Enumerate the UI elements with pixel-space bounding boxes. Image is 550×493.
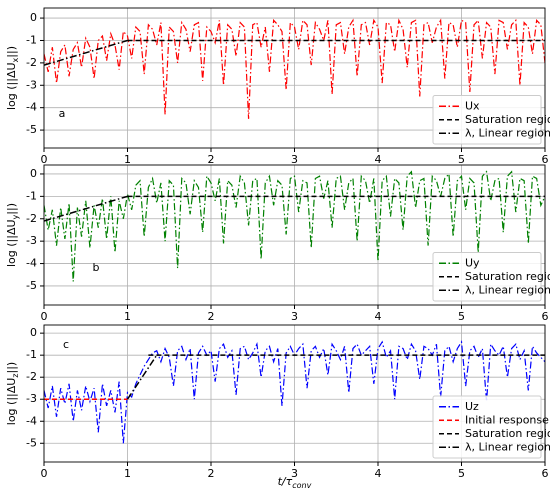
y-axis-label-subscript: y	[11, 214, 20, 219]
legend-label: λ, Linear region	[465, 440, 550, 453]
legend-box	[432, 95, 542, 145]
x-tick-label: 0	[41, 310, 48, 323]
y-axis-label-part: log (||ΔU	[5, 378, 18, 426]
series-line	[44, 170, 545, 282]
y-tick-label: 0	[30, 11, 37, 24]
x-tick-label: 2	[208, 467, 215, 480]
legend-label: Ux	[465, 99, 480, 112]
x-tick-label: 6	[542, 153, 549, 166]
y-tick-label: -3	[26, 392, 37, 405]
x-axis-label-subscript: conv	[292, 481, 311, 490]
series-line	[44, 18, 545, 119]
y-tick-label: -1	[26, 33, 37, 46]
y-axis-label-part: ||)	[5, 362, 18, 374]
legend-label: Saturation region	[465, 427, 550, 440]
x-tick-label: 4	[375, 153, 382, 166]
legend-label: λ, Linear region	[465, 126, 550, 139]
y-axis-label-subscript: x	[11, 57, 20, 62]
panel-letter: a	[59, 107, 66, 120]
x-tick-label: 1	[124, 310, 131, 323]
x-tick-label: 5	[458, 310, 465, 323]
x-tick-label: 1	[124, 467, 131, 480]
x-tick-label: 6	[542, 310, 549, 323]
y-tick-label: -3	[26, 234, 37, 247]
legend-label: Saturation region	[465, 113, 550, 126]
y-tick-label: -2	[26, 56, 37, 69]
x-tick-label: 6	[542, 467, 549, 480]
x-tick-label: 3	[291, 310, 298, 323]
y-tick-label: -2	[26, 370, 37, 383]
x-tick-label: 5	[458, 467, 465, 480]
x-tick-label: 3	[291, 467, 298, 480]
y-tick-label: -2	[26, 212, 37, 225]
y-axis-label-part: log (||ΔU	[5, 219, 18, 267]
x-tick-label: 5	[458, 153, 465, 166]
axes-frame	[43, 164, 546, 306]
panel-letter: c	[63, 338, 69, 351]
x-tick-label: 4	[375, 467, 382, 480]
y-axis-label-part: log (||ΔU	[5, 62, 18, 110]
x-tick-label: 4	[375, 310, 382, 323]
y-axis-label-part: ||)	[5, 46, 18, 58]
y-tick-label: 0	[30, 326, 37, 339]
y-tick-label: -5	[26, 279, 37, 292]
legend-label: λ, Linear region	[465, 283, 550, 296]
legend-box	[432, 395, 542, 459]
y-axis-label-part: ||)	[5, 203, 18, 215]
series-line	[44, 39, 128, 66]
x-axis-label: t/τconv	[278, 475, 312, 490]
x-tick-label: 2	[208, 153, 215, 166]
legend-box	[432, 252, 542, 302]
y-tick-label: -1	[26, 189, 37, 202]
axes-frame	[43, 7, 546, 149]
y-tick-label: -4	[26, 101, 37, 114]
y-axis-label: log (||ΔUx||)	[5, 46, 20, 110]
y-tick-label: 0	[30, 167, 37, 180]
x-tick-label: 0	[41, 153, 48, 166]
x-tick-label: 2	[208, 310, 215, 323]
series-line	[126, 354, 158, 400]
y-tick-label: -5	[26, 436, 37, 449]
legend-label: Uy	[465, 256, 480, 269]
y-axis-label: log (||ΔUy||)	[5, 203, 20, 267]
y-tick-label: -3	[26, 78, 37, 91]
x-tick-label: 1	[124, 153, 131, 166]
series-line	[44, 195, 128, 222]
y-tick-label: -1	[26, 348, 37, 361]
y-tick-label: -4	[26, 257, 37, 270]
x-axis-label-part: t/τ	[278, 475, 293, 488]
x-tick-label: 0	[41, 467, 48, 480]
legend-label: Saturation region	[465, 270, 550, 283]
y-tick-label: -5	[26, 123, 37, 136]
legend-label: Initial response	[465, 413, 549, 426]
legend-label: Uz	[465, 400, 479, 413]
panel-letter: b	[93, 261, 100, 274]
axes-frame	[43, 324, 546, 463]
y-tick-label: -4	[26, 414, 37, 427]
x-tick-label: 3	[291, 153, 298, 166]
y-axis-label-subscript: z	[11, 373, 20, 377]
y-axis-label: log (||ΔUz||)	[5, 362, 20, 425]
